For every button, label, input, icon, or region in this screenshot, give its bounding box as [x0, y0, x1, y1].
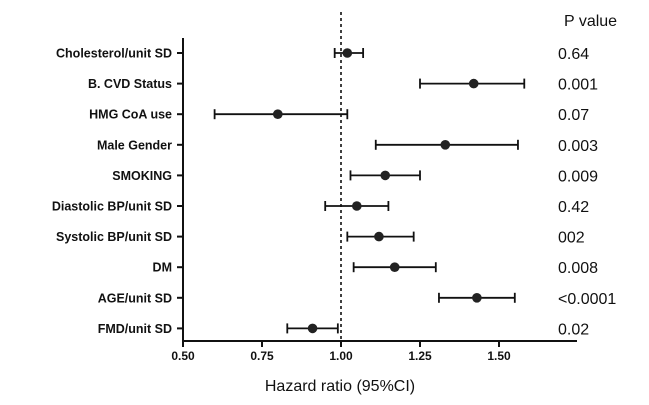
p-values: 0.64 0.001 0.07 0.003 0.009 0.42 002 0.008 <0.00… — [558, 46, 616, 338]
p-value: 0.009 — [558, 168, 598, 185]
row-labels: Cholesterol/unit SD B. CVD Status HMG CoA … — [52, 47, 172, 336]
hr-point — [468, 78, 479, 89]
row-label: Systolic BP/unit SD — [56, 230, 172, 244]
p-value: 002 — [558, 230, 585, 247]
row-label: DM — [153, 261, 172, 275]
hr-point — [440, 140, 451, 150]
row-label: Male Gender — [97, 138, 172, 152]
p-value-header: P value — [564, 13, 617, 30]
x-tick-label: 0.50 — [171, 349, 195, 363]
row-label: B. CVD Status — [88, 77, 172, 91]
x-axis-title: Hazard ratio (95%CI) — [265, 378, 415, 395]
p-value: 0.001 — [558, 77, 598, 94]
p-value: 0.42 — [558, 199, 589, 216]
x-tick-label: 1.25 — [408, 349, 432, 363]
p-value: 0.64 — [558, 46, 589, 63]
row-label: Diastolic BP/unit SD — [52, 200, 172, 214]
hr-point — [472, 293, 482, 303]
hr-point — [389, 262, 400, 273]
p-value: 0.07 — [558, 107, 589, 124]
row-label: SMOKING — [112, 169, 172, 183]
hr-point — [374, 231, 384, 242]
row-label: Cholesterol/unit SD — [56, 47, 172, 61]
plot-lines — [213, 12, 526, 341]
x-tick-label: 1.50 — [487, 349, 511, 363]
hr-point — [307, 323, 318, 334]
hr-point — [352, 201, 362, 211]
x-tick-label: 1.00 — [329, 349, 353, 363]
x-axis: 0.50 0.75 1.00 1.25 1.50 — [171, 38, 577, 363]
p-value: 0.008 — [558, 260, 598, 277]
row-label: HMG CoA use — [89, 108, 172, 122]
hr-point — [380, 170, 391, 181]
p-value: 0.02 — [558, 321, 589, 338]
p-value: 0.003 — [558, 138, 598, 155]
p-value: <0.0001 — [558, 291, 616, 308]
row-label: AGE/unit SD — [98, 291, 172, 305]
row-label: FMD/unit SD — [98, 322, 172, 336]
hr-point — [273, 109, 283, 119]
hr-point — [342, 48, 353, 58]
x-tick-label: 0.75 — [250, 349, 274, 363]
